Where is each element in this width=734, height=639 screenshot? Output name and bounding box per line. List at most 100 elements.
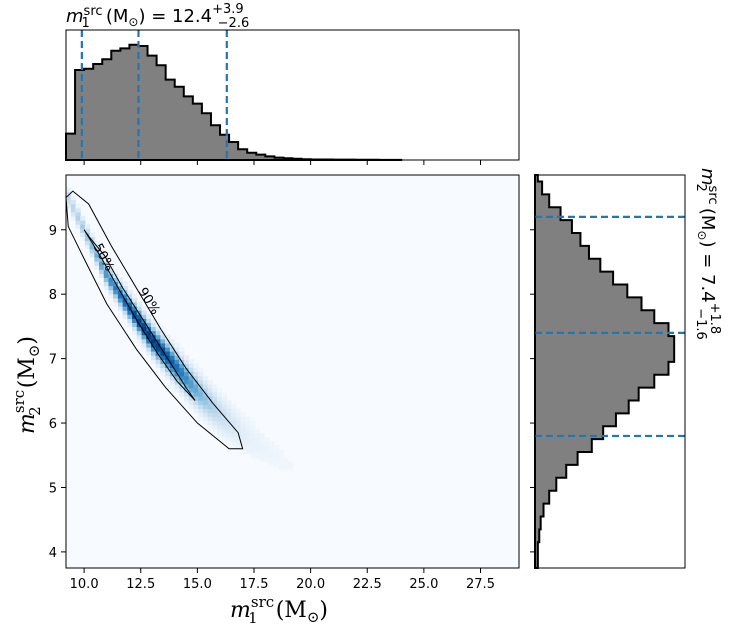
y-label-unit-sub: ⊙ [25, 345, 43, 358]
density-cell [250, 437, 256, 442]
m1-title-minus: −2.6 [218, 16, 250, 31]
density-cell [188, 363, 195, 369]
density-cell [245, 432, 251, 438]
m2-histogram-step [534, 174, 676, 569]
density-cell [66, 203, 72, 209]
density-cell [141, 310, 147, 315]
x-tick-label: 22.5 [353, 577, 382, 592]
density-cell [231, 432, 237, 438]
density-cell [127, 322, 133, 328]
density-cell [193, 367, 199, 373]
density-cell [99, 269, 105, 274]
density-cell [188, 383, 195, 389]
m2-title-eq: = 7.4 [697, 247, 718, 302]
m1-histogram [65, 43, 403, 161]
density-cell [165, 355, 171, 360]
density-cell [212, 400, 218, 405]
density-cell [165, 338, 171, 344]
density-cell [155, 334, 161, 340]
density-cell [221, 428, 228, 434]
density-cell [231, 408, 237, 414]
density-cell [127, 293, 133, 299]
density-cell [264, 445, 270, 450]
density-cell [235, 416, 242, 422]
density-cell [108, 289, 114, 295]
density-cell [198, 404, 204, 409]
density-cell [226, 420, 232, 426]
density-cell [188, 359, 195, 364]
density-cell [183, 359, 190, 364]
density-cell [207, 400, 213, 405]
joint-border [65, 174, 520, 569]
density-cell [136, 338, 143, 344]
density-cell [122, 310, 128, 315]
density-cell [141, 306, 147, 311]
density-cell [212, 404, 218, 409]
density-cell [160, 367, 166, 373]
density-cell [165, 367, 171, 373]
density-cell [103, 281, 110, 287]
density-cell [136, 310, 143, 315]
density-cell [264, 441, 270, 446]
m1-marginal-ticks [83, 160, 481, 165]
density-cell [268, 441, 275, 446]
density-cell [75, 211, 81, 217]
density-cell [193, 396, 199, 401]
density-cell [202, 412, 209, 418]
density-cell [221, 420, 228, 426]
density-cell [212, 416, 218, 422]
density-cell [160, 326, 166, 332]
density-cell [146, 330, 152, 336]
density-cell [136, 318, 143, 323]
m2-histogram [534, 174, 676, 569]
density-cell [117, 285, 124, 291]
density-cell [146, 338, 152, 344]
density-cell [165, 342, 171, 348]
m2-title-plus: +1.8 [707, 303, 722, 335]
density-cell [155, 342, 161, 348]
density-cell [254, 432, 261, 438]
density-cell [259, 445, 265, 450]
density-cell [122, 301, 128, 307]
density-cell [278, 449, 284, 454]
density-cell [283, 465, 289, 471]
density-cell [250, 420, 256, 426]
density-cell [240, 445, 246, 450]
density-cell [89, 252, 95, 258]
y-tick-label: 4 [49, 546, 57, 561]
density-cell [231, 404, 237, 409]
m1-marginal-border [65, 29, 520, 161]
density-cell [278, 457, 284, 463]
density-cell [160, 342, 166, 348]
density-cell [268, 449, 275, 454]
density-cell [202, 379, 209, 385]
density-cell [160, 338, 166, 344]
density-cell [136, 326, 143, 332]
density-cell [240, 420, 246, 426]
density-cell [174, 351, 180, 356]
density-cell [212, 412, 218, 418]
density-cell [198, 396, 204, 401]
density-cell [250, 449, 256, 454]
m2-title-minus: −1.6 [693, 308, 708, 340]
density-cell [202, 387, 209, 393]
density-cell [160, 334, 166, 340]
m2-marginal-border [534, 174, 686, 569]
density-cell [169, 338, 176, 344]
density-cell [212, 387, 218, 393]
density-cell [94, 256, 100, 262]
density-cell [226, 400, 232, 405]
density-cell [221, 437, 228, 442]
density-cell [287, 461, 294, 467]
m1-title-unit-close: ) [138, 6, 145, 27]
density-cell [183, 371, 190, 377]
density-cell [174, 346, 180, 352]
density-cell [155, 363, 161, 369]
density-cell [268, 445, 275, 450]
density-cell [231, 437, 237, 442]
density-cell [245, 428, 251, 434]
density-cell [207, 379, 213, 385]
density-cell [202, 404, 209, 409]
density-cell [254, 437, 261, 442]
density-cell [141, 342, 147, 348]
